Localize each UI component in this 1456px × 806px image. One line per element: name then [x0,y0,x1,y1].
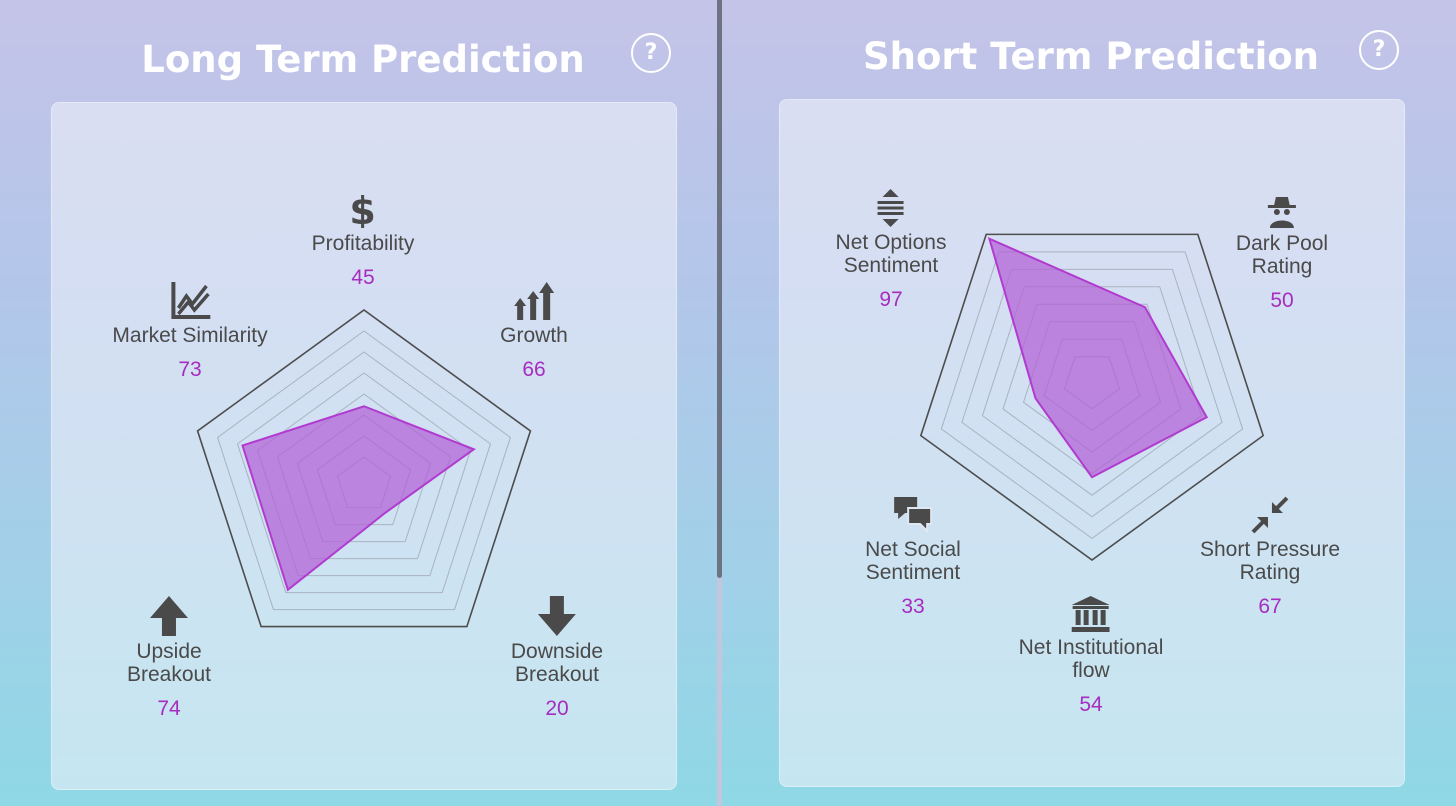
arrow-down-icon [538,596,576,636]
panel-scrollbar[interactable] [717,0,722,806]
short-term-radar-chart [919,233,1265,561]
institution-building-icon [1072,596,1110,632]
axis-market-similarity: Market Similarity 73 [112,282,268,381]
axis-net-institutional-flow: Net Institutional flow 54 [1018,596,1164,716]
axis-value: 97 [879,288,903,311]
axis-label: Dark Pool Rating [1235,232,1329,278]
long-term-radar-area [241,405,476,592]
axis-value: 45 [351,266,375,289]
vertical-arrows-icon [877,189,904,227]
svg-text:$: $ [350,192,376,228]
axis-label: Net Options Sentiment [835,231,947,277]
short-term-radar-area [987,236,1209,479]
spy-icon [1267,197,1296,228]
long-term-panel: Long Term Prediction ? $ Profitability 4… [0,0,717,806]
axis-value: 73 [178,358,202,381]
growth-arrows-icon [514,282,554,320]
radar-grid-ring [940,251,1244,540]
axis-label: Downside Breakout [510,640,604,686]
axis-value: 67 [1258,595,1282,618]
axis-label: Profitability [311,232,415,255]
axis-value: 50 [1270,289,1294,312]
axis-value: 33 [901,595,925,618]
axis-value: 74 [157,697,181,720]
axis-short-pressure-rating: Short Pressure Rating 67 [1200,496,1340,618]
dollar-sign-icon: $ [350,192,376,228]
long-term-radar-chart [196,309,532,628]
axis-net-options-sentiment: Net Options Sentiment 97 [835,189,947,311]
axis-value: 20 [545,697,569,720]
short-term-panel: Short Term Prediction ? Dark Pool Rating… [722,0,1456,806]
axis-label: Net Institutional flow [1018,636,1164,682]
short-term-title: Short Term Prediction [862,35,1320,78]
axis-label: Net Social Sentiment [865,538,961,584]
axis-label: Upside Breakout [126,640,212,686]
long-term-title: Long Term Prediction [141,38,585,81]
axis-value: 66 [522,358,546,381]
axis-label: Short Pressure Rating [1199,538,1341,584]
radar-outline [919,233,1265,561]
axis-profitability: $ Profitability 45 [312,192,415,289]
axis-value: 54 [1079,693,1103,716]
compress-arrows-icon [1251,496,1289,534]
radar-grid-ring [236,351,492,594]
line-chart-icon [171,282,210,319]
arrow-up-icon [150,596,188,636]
long-term-help-button[interactable]: ? [631,33,671,73]
axis-downside-breakout: Downside Breakout 20 [511,596,603,720]
short-term-help-button[interactable]: ? [1359,30,1399,70]
radar-grid-ring [216,330,512,611]
axis-growth: Growth 66 [500,282,568,381]
chat-bubbles-icon [894,497,932,534]
axis-net-social-sentiment: Net Social Sentiment 33 [865,494,961,618]
scrollbar-thumb[interactable] [717,0,722,578]
radar-outline [196,309,532,628]
axis-upside-breakout: Upside Breakout 74 [127,596,211,720]
axis-label: Market Similarity [112,324,268,347]
axis-label: Growth [500,324,568,347]
axis-dark-pool-rating: Dark Pool Rating 50 [1236,194,1328,312]
